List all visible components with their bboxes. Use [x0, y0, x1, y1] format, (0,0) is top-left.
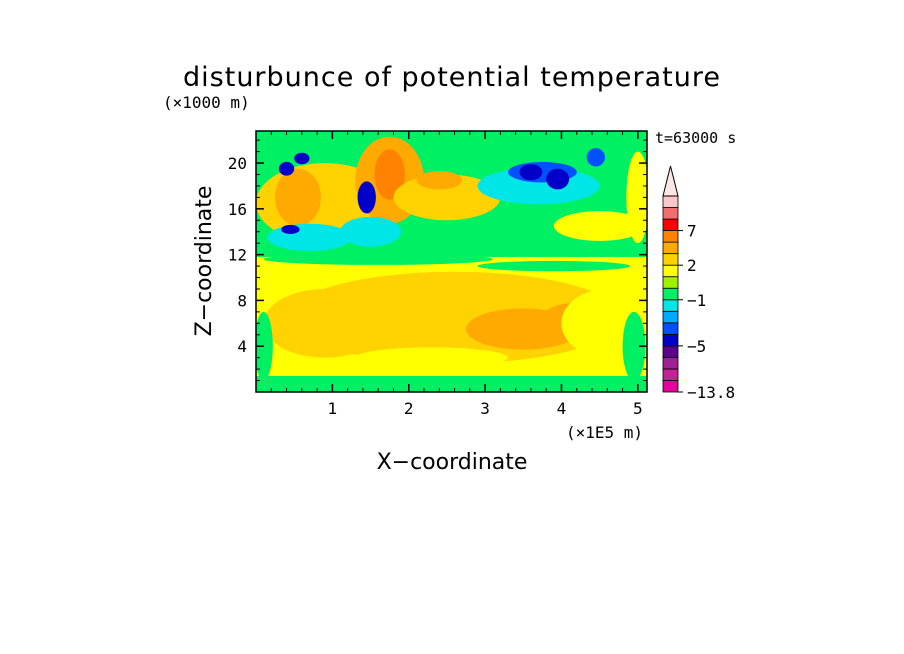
- y-tick-label: 4: [237, 337, 247, 356]
- contour-cell: [278, 161, 295, 176]
- y-axis-label: Z−coordinate: [192, 186, 217, 337]
- contour-cell: [263, 253, 493, 265]
- contour-cell: [256, 311, 273, 381]
- x-tick-label: 4: [557, 399, 567, 418]
- contour-cell: [294, 152, 310, 165]
- contour-field: [256, 131, 647, 392]
- colorbar-swatch: [662, 264, 679, 278]
- x-unit-label: (×1E5 m): [566, 423, 643, 442]
- contour-cell: [546, 168, 570, 190]
- contour-cell: [586, 148, 605, 167]
- colorbar-swatch: [662, 345, 679, 358]
- contour-cell: [357, 181, 376, 214]
- colorbar-swatch: [662, 333, 679, 347]
- colorbar-swatch: [662, 218, 679, 231]
- contour-cell: [281, 224, 300, 235]
- y-unit-label: (×1000 m): [163, 93, 250, 112]
- contour-cell: [519, 164, 543, 181]
- contour-cell: [374, 149, 405, 200]
- colorbar-label: −5: [687, 337, 706, 356]
- contour-band: [256, 375, 647, 392]
- colorbar-swatch: [662, 322, 679, 335]
- contour-cell: [355, 347, 509, 368]
- contour-cell: [267, 223, 352, 252]
- colorbar-swatch: [662, 299, 679, 312]
- y-axis: 4 8 12 16 20: [228, 139, 647, 382]
- colorbar-swatch: [662, 357, 679, 370]
- contour-cell: [416, 171, 463, 190]
- colorbar-label: −1: [687, 291, 706, 310]
- colorbar-extend-arrow: [662, 165, 679, 197]
- contour-cell: [275, 168, 321, 227]
- x-tick-label: 5: [633, 399, 643, 418]
- y-tick-label: 12: [228, 246, 247, 265]
- contour-cell: [263, 288, 386, 358]
- contour-cell: [393, 174, 501, 221]
- colorbar: 7 2 −1 −5 −13.8: [662, 165, 735, 402]
- contour-cell: [340, 216, 402, 247]
- colorbar-label: 2: [687, 256, 697, 275]
- colorbar-swatch: [662, 287, 679, 301]
- colorbar-swatch: [662, 241, 679, 255]
- y-tick-label: 16: [228, 200, 247, 219]
- contour-cell: [553, 211, 646, 241]
- colorbar-label: 7: [687, 222, 697, 241]
- chart-title: disturbunce of potential temperature: [183, 62, 721, 93]
- colorbar-swatch: [662, 195, 679, 208]
- x-tick-label: 1: [328, 399, 338, 418]
- x-tick-label: 2: [404, 399, 414, 418]
- contour-cell: [622, 311, 646, 381]
- x-axis: 1 2 3 4 5: [270, 131, 643, 418]
- y-tick-label: 20: [228, 154, 247, 173]
- colorbar-swatch: [662, 276, 679, 289]
- y-tick-label: 8: [237, 291, 247, 310]
- colorbar-swatch: [662, 207, 679, 220]
- x-axis-label: X−coordinate: [377, 450, 528, 475]
- colorbar-swatch: [662, 368, 679, 381]
- colorbar-swatch: [662, 310, 679, 324]
- colorbar-swatch: [662, 253, 679, 266]
- x-tick-label: 3: [480, 399, 490, 418]
- colorbar-label: −13.8: [687, 383, 735, 402]
- contour-cell: [477, 260, 631, 272]
- plot-frame: [255, 130, 648, 393]
- colorbar-swatch: [662, 380, 679, 393]
- colorbar-swatch: [662, 230, 679, 243]
- time-label: t=63000 s: [655, 129, 736, 147]
